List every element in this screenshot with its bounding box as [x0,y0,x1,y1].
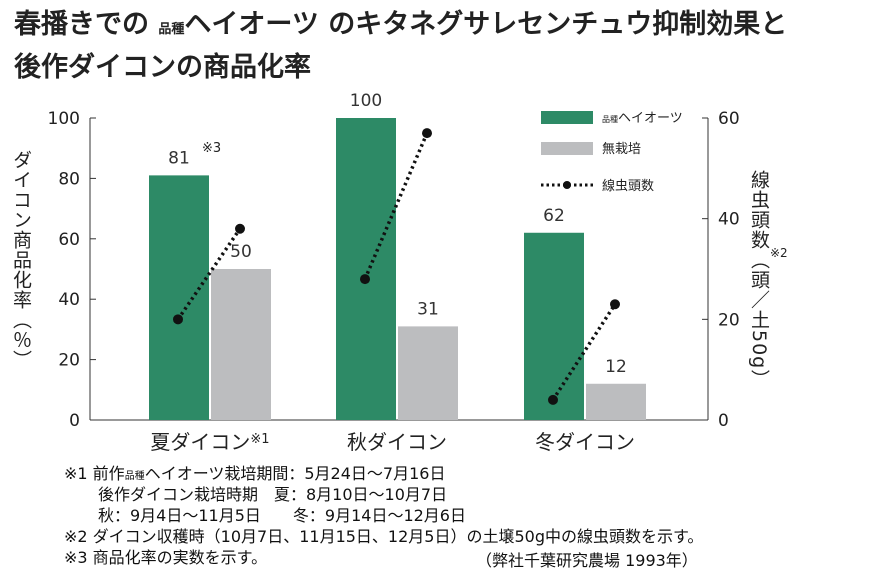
footnote-1-line2: 後作ダイコン栽培時期 夏：8月10日〜10月7日 [98,485,448,504]
y-right-tick-label: 40 [718,210,740,230]
data-label: 12 [605,357,627,377]
title-line2: 後作ダイコンの商品化率 [14,52,311,83]
y-left-tick-label: 0 [69,411,80,431]
nematode-point-end [610,299,620,310]
footnote-1-line3: 秋：9月4日〜11月5日 冬：9月14日〜12月6日 [98,506,466,525]
legend-label-nematode: 線虫頭数 [602,178,654,194]
y-left-tick-label: 40 [58,290,80,310]
nematode-point-start [173,314,183,325]
y-axis-right-label: 線虫頭数（頭／土50g） [748,170,770,390]
y-left-tick-label: 100 [48,109,80,129]
y-axis-left-label: ダイコン商品化率（％） [10,150,32,370]
bar-fallow [398,326,458,420]
y-left-tick-label: 80 [58,169,80,189]
variety-mark: 品種 [158,22,185,37]
data-label: 81 [168,148,190,168]
legend-swatch-fallow [541,142,593,155]
footnote-2: ※2 ダイコン収穫時（10月7日、11月15日、12月5日）の土壌50g中の線虫… [64,527,704,546]
bar-fallow [586,383,646,420]
nematode-line [363,132,429,280]
footnote-1: ※1 前作品種ヘイオーツ栽培期間：5月24日〜7月16日 [64,464,446,483]
legend-label-text: ヘイオーツ [618,111,683,126]
legend-swatch-nematode-dot [563,181,571,189]
data-label: 100 [350,91,382,111]
y-axis-right-note: ※2 [770,246,788,260]
bar-heioats [336,118,396,420]
variety-mark: 品種 [602,114,618,124]
bar-heioats [524,232,584,420]
nematode-line [551,303,617,401]
y-right-tick-label: 60 [718,109,740,129]
x-category-label: 冬ダイコン [535,430,635,454]
nematode-line [176,227,242,321]
nematode-point-end [422,128,432,139]
bar-fallow [211,269,271,420]
chart-title: 春播きでの 品種ヘイオーツ のキタネグサレセンチュウ抑制効果と 後作ダイコンの商… [14,6,787,87]
y-right-tick-label: 20 [718,310,740,330]
y-right-tick-label: 0 [718,411,729,431]
y-left-tick-label: 60 [58,230,80,250]
source-credit: （弊社千葉研究農場 1993年） [476,551,698,570]
x-category-label: 秋ダイコン [347,430,447,454]
bar-heioats [149,175,209,420]
nematode-point-start [548,394,558,405]
nematode-point-start [360,274,370,285]
data-label: 50 [230,242,252,262]
x-category-label: 夏ダイコン※1 [150,430,269,454]
x-category-text: 夏ダイコン [150,430,250,454]
x-category-text: 冬ダイコン [535,430,635,454]
variety-mark: 品種 [124,471,145,482]
data-label: 62 [543,206,565,226]
title-line1: 春播きでの 品種ヘイオーツ のキタネグサレセンチュウ抑制効果と [14,9,788,40]
y-left-tick-label: 20 [58,351,80,371]
annotation-note-3: ※3 [202,141,221,156]
x-category-note: ※1 [250,432,269,447]
data-label: 31 [417,299,439,319]
legend-swatch-heioats [541,111,593,124]
x-category-text: 秋ダイコン [347,430,447,454]
legend-label-fallow: 無栽培 [602,141,641,157]
nematode-point-end [235,223,245,234]
legend-label-heioats: 品種ヘイオーツ [602,111,683,126]
footnote-3: ※3 商品化率の実数を示す。 [64,548,268,567]
